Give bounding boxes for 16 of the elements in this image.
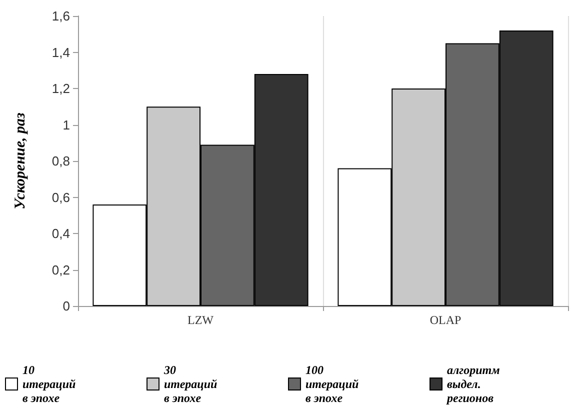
legend-label: алгоритм выдел. регионов — [446, 363, 503, 405]
legend-label: 100 итераций в эпохе — [306, 363, 362, 405]
y-tick-label: 0,2 — [52, 262, 70, 278]
y-tick-label: 0,4 — [52, 226, 70, 241]
y-tick-label: 1,6 — [52, 8, 70, 24]
legend-label: 30 итераций в эпохе — [163, 363, 220, 405]
x-tick-label: LZW — [188, 313, 214, 327]
legend-label: 10 итераций в эпохе — [22, 363, 79, 405]
y-tick-label: 1 — [62, 117, 70, 132]
y-tick-label: 0 — [62, 298, 70, 314]
y-axis-title: Ускорение, раз — [12, 112, 28, 210]
y-tick-label: 1,2 — [52, 81, 70, 96]
y-tick-label: 0,8 — [52, 154, 70, 168]
y-tick-label: 0,6 — [52, 190, 70, 205]
y-tick-label: 1,4 — [52, 44, 70, 60]
x-tick-label: OLAP — [430, 313, 462, 327]
